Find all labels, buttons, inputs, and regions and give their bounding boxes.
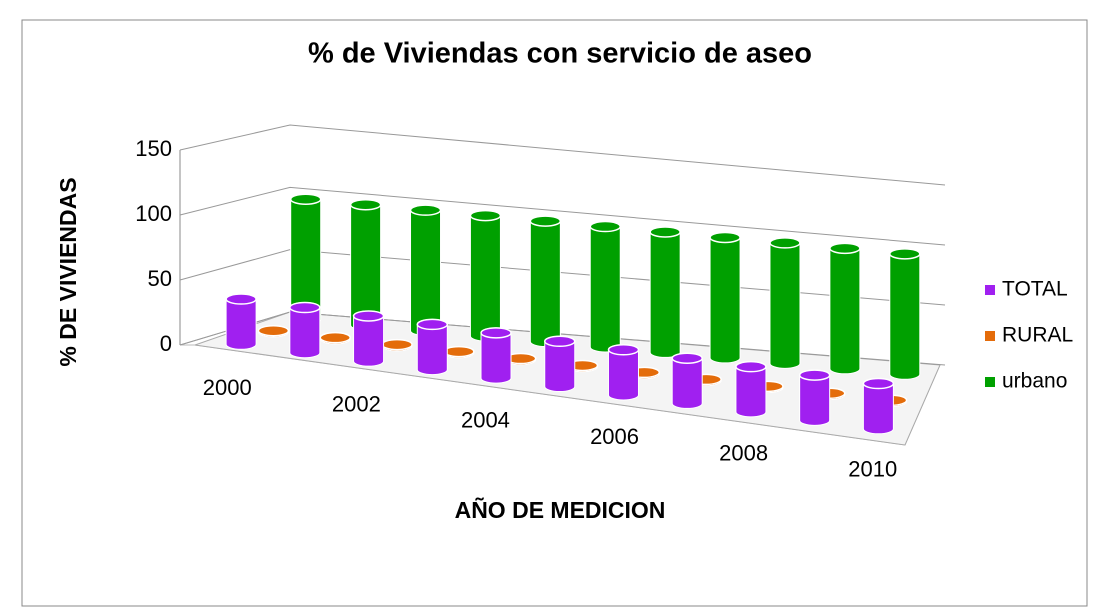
bar-top (289, 301, 321, 314)
bar-top (381, 338, 413, 351)
bar (529, 215, 561, 347)
bar-top (416, 318, 449, 331)
bar-top (709, 231, 741, 244)
legend-swatch (985, 377, 995, 387)
x-tick-label: 2000 (203, 375, 252, 400)
bar (589, 221, 621, 353)
bar-top (352, 310, 385, 322)
bar (709, 231, 741, 364)
bar-top (257, 324, 290, 337)
bar (469, 210, 501, 342)
x-axis-label: AÑO DE MEDICION (455, 496, 666, 523)
legend-label: TOTAL (1002, 278, 1068, 301)
chart-title: % de Viviendas con servicio de aseo (308, 38, 812, 70)
bar (889, 248, 921, 380)
bar-top (889, 248, 921, 260)
x-tick-label: 2004 (461, 408, 510, 433)
legend-label: urbano (1002, 370, 1067, 393)
legend-swatch (985, 285, 995, 295)
grid-line (179, 186, 946, 246)
y-tick-label: 50 (148, 266, 172, 291)
bar (829, 242, 861, 375)
bar-top (289, 193, 322, 205)
x-tick-label: 2006 (590, 424, 639, 449)
x-tick-label: 2002 (332, 391, 381, 416)
legend-swatch (985, 331, 995, 341)
bar-top (769, 237, 801, 249)
bar-top (649, 226, 681, 238)
bar-top (544, 335, 576, 348)
bar-top (225, 293, 257, 305)
bar-top (829, 242, 861, 255)
bar-top (469, 209, 502, 222)
bar-top (735, 360, 767, 373)
y-tick-label: 0 (160, 331, 172, 356)
y-axis-label: % DE VIVIENDAS (55, 177, 81, 366)
x-tick-label: 2010 (848, 457, 897, 482)
y-tick-label: 100 (135, 201, 172, 226)
y-tick-label: 150 (135, 136, 172, 161)
bar-top (607, 344, 640, 356)
bar-top (409, 204, 442, 216)
bar (410, 204, 442, 337)
bar-top (319, 331, 351, 344)
bar-top (480, 327, 512, 339)
bar-top (671, 352, 703, 364)
bar-top (798, 369, 831, 381)
bar-top (589, 220, 621, 233)
legend-label: RURAL (1002, 324, 1073, 347)
bar (769, 237, 801, 369)
bar-top (349, 198, 382, 211)
bar-top (529, 215, 562, 227)
grid-line (179, 124, 946, 186)
bar-top (443, 345, 475, 358)
x-tick-label: 2008 (719, 440, 768, 465)
bar-top (862, 377, 895, 390)
bar (649, 226, 681, 358)
